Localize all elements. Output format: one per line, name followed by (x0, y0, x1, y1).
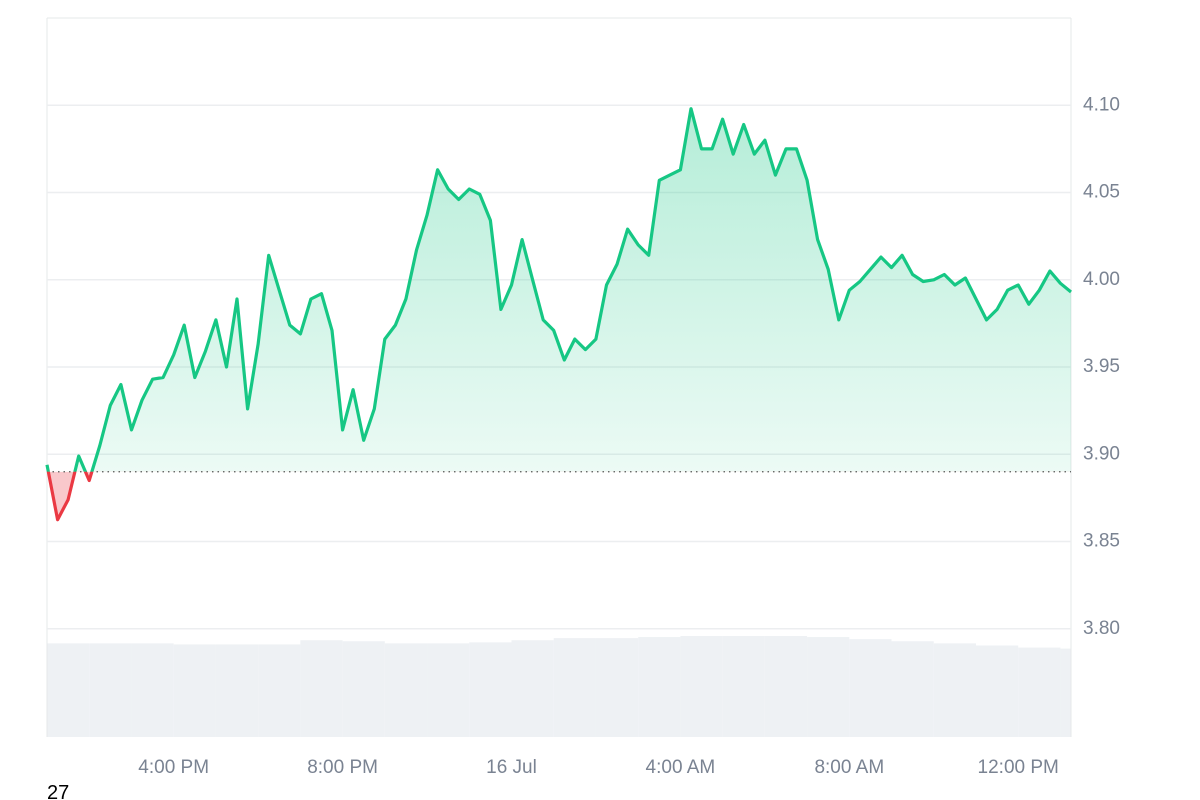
volume-bar (975, 645, 1019, 737)
volume-bar (849, 639, 892, 737)
volume-bar (1060, 648, 1071, 737)
y-tick-label: 3.95 (1083, 356, 1120, 377)
volume-bar (807, 637, 850, 737)
volume-bar (638, 637, 681, 737)
volume-bar (300, 640, 343, 737)
volume-bar (131, 643, 174, 737)
volume-bar (342, 641, 385, 737)
volume-bar (680, 636, 723, 737)
x-tick-label: 8:00 PM (307, 757, 378, 778)
volume-bar (511, 640, 554, 737)
x-tick-label: 12:00 PM (978, 757, 1059, 778)
volume-bar (933, 643, 976, 737)
x-tick-label: 4:00 AM (646, 757, 716, 778)
y-tick-label: 4.05 (1083, 182, 1120, 203)
volume-bar (553, 638, 596, 737)
volume-bar (89, 643, 132, 737)
x-tick-label: 16 Jul (486, 757, 537, 778)
y-tick-label: 4.00 (1083, 269, 1120, 290)
volume-bar (384, 643, 428, 737)
volume-bar (722, 636, 765, 737)
x-tick-label: 8:00 AM (814, 757, 884, 778)
volume-bar (595, 638, 639, 737)
volume-bar (891, 641, 934, 737)
y-tick-label: 3.80 (1083, 618, 1120, 639)
area-up (47, 108, 1071, 472)
volume-bar (258, 644, 301, 737)
volume-bar (469, 642, 512, 737)
volume-bar (764, 636, 808, 737)
volume-bar (47, 643, 90, 737)
volume-bar (215, 644, 259, 737)
footnote: 27 (47, 782, 69, 800)
x-tick-label: 4:00 PM (138, 757, 209, 778)
volume-bar (173, 644, 216, 737)
y-tick-label: 3.90 (1083, 443, 1120, 464)
volume-bar (427, 643, 470, 737)
y-tick-label: 4.10 (1083, 94, 1120, 115)
price-line-up (45, 107, 1073, 472)
y-tick-label: 3.85 (1083, 531, 1120, 552)
volume-bar (1018, 647, 1061, 737)
